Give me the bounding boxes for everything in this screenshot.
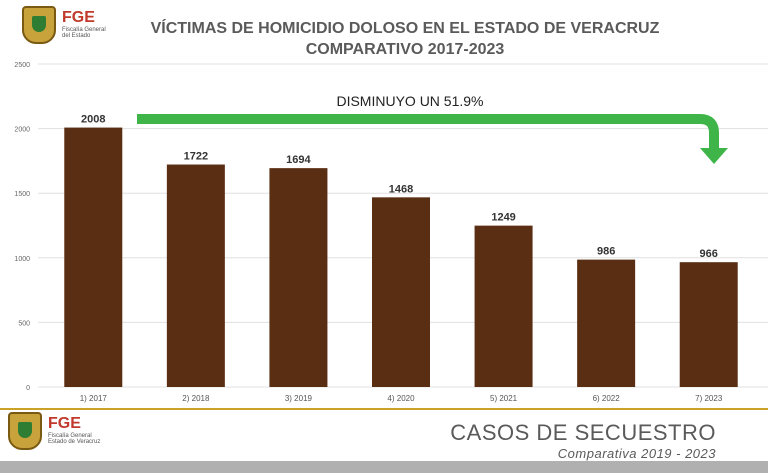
arrow-head-icon (700, 148, 728, 164)
header-logo-sub2: del Estado (62, 33, 91, 40)
bar-chart: 0 500 1000 1500 2000 2500 2008 1) 2017 1722 2) 2… (14, 62, 768, 403)
x-tick-label: 1) 2017 (80, 394, 108, 403)
y-tick-label: 1500 (14, 191, 30, 198)
crest-icon (22, 6, 56, 44)
chart-title-block: VÍCTIMAS DE HOMICIDIO DOLOSO EN EL ESTAD… (140, 18, 670, 60)
bottom-strip (0, 461, 768, 473)
annotation-text: DISMINUYO UN 51.9% (336, 93, 483, 109)
footer-subtitle: Comparativa 2019 - 2023 (557, 446, 716, 461)
header-logo-name: FGE (62, 9, 95, 27)
data-label: 1249 (491, 212, 515, 224)
y-tick-label: 2000 (14, 127, 30, 134)
chart-title: VÍCTIMAS DE HOMICIDIO DOLOSO EN EL ESTAD… (150, 20, 660, 37)
footer-logo-sub1: Fiscalía General (48, 433, 92, 440)
data-label: 966 (700, 248, 718, 260)
x-tick-label: 6) 2022 (593, 394, 621, 403)
x-tick-label: 5) 2021 (490, 394, 518, 403)
footer-logo: FGE Fiscalía General Estado de Veracruz (8, 412, 100, 450)
footer-crest-icon (8, 412, 42, 450)
x-tick-label: 7) 2023 (695, 394, 723, 403)
footer-title: CASOS DE SECUESTRO (450, 420, 716, 445)
chart-subtitle: COMPARATIVO 2017-2023 (305, 41, 505, 58)
x-tick-label: 4) 2020 (387, 394, 415, 403)
bar-2 (166, 164, 225, 387)
x-tick-label: 2) 2018 (182, 394, 210, 403)
bars-layer: 2008 1) 2017 1722 2) 2018 1694 3) 2019 1468 4) … (64, 114, 738, 403)
y-tick-label: 500 (18, 320, 30, 327)
footer-logo-name: FGE (48, 415, 81, 433)
bar-3 (269, 168, 328, 387)
y-tick-label: 0 (26, 385, 30, 392)
bar-4 (372, 197, 430, 387)
footer-logo-text: FGE Fiscalía General Estado de Veracruz (48, 415, 101, 446)
bar-5 (474, 225, 533, 387)
header-logo-text: FGE Fiscalía General del Estado (62, 9, 106, 40)
y-tick-label: 2500 (14, 62, 30, 69)
data-label: 986 (597, 246, 615, 258)
data-label: 1694 (286, 154, 311, 166)
y-tick-label: 1000 (14, 256, 30, 263)
bar-7 (679, 262, 738, 387)
header-logo: FGE Fiscalía General del Estado (22, 6, 106, 44)
x-tick-label: 3) 2019 (285, 394, 313, 403)
data-label: 2008 (81, 114, 105, 126)
data-label: 1722 (184, 151, 208, 163)
decrease-arrow-icon (137, 114, 719, 150)
bar-1 (64, 127, 123, 387)
header-logo-sub1: Fiscalía General (62, 27, 106, 34)
data-label: 1468 (389, 183, 413, 195)
bar-6 (577, 259, 636, 387)
annotation-arrow: DISMINUYO UN 51.9% (137, 93, 728, 164)
footer-logo-sub2: Estado de Veracruz (48, 439, 101, 446)
